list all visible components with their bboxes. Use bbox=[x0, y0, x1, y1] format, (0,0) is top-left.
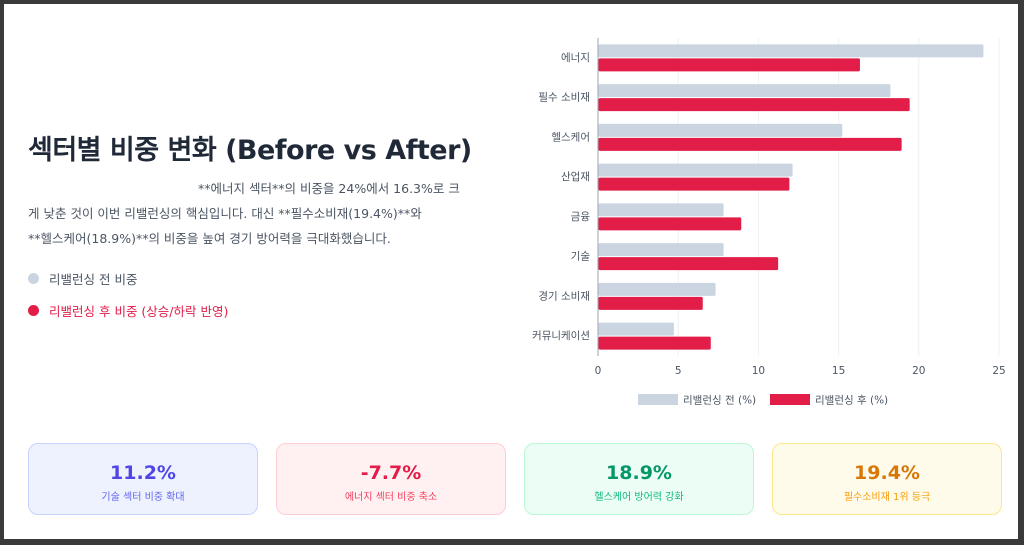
bar-after bbox=[598, 217, 742, 231]
legend-swatch-after bbox=[770, 394, 810, 405]
card-tech-caption: 기술 섹터 비중 확대 bbox=[101, 492, 185, 503]
bar-after bbox=[598, 177, 790, 191]
y-category-label: 금융 bbox=[571, 211, 591, 223]
card-energy-value: -7.7% bbox=[360, 462, 422, 484]
bar-before bbox=[598, 243, 724, 257]
card-healthcare-caption: 헬스케어 방어력 강화 bbox=[594, 492, 684, 503]
y-category-label: 헬스케어 bbox=[551, 131, 590, 143]
card-staples-caption: 필수소비재 1위 등극 bbox=[843, 492, 931, 503]
y-category-label: 산업재 bbox=[561, 170, 590, 183]
description: **에너지 섹터**의 비중을 24%에서 16.3%로 크 게 낮춘 것이 이… bbox=[28, 176, 514, 251]
description-line-2: 게 낮춘 것이 이번 리밸런싱의 핵심입니다. 대신 **필수소비재(19.4%… bbox=[28, 206, 422, 221]
legend-label-after: 리밸런싱 후 (%) bbox=[815, 395, 888, 407]
x-tick-label: 10 bbox=[752, 365, 765, 377]
page-title: 섹터별 비중 변화 (Before vs After) bbox=[28, 135, 472, 166]
bar-before bbox=[598, 163, 793, 177]
bar-after bbox=[598, 98, 910, 112]
y-category-label: 필수 소비재 bbox=[538, 92, 590, 104]
description-line-3: **헬스케어(18.9%)**의 비중을 높여 경기 방어력을 극대화했습니다. bbox=[28, 231, 391, 246]
bar-after bbox=[598, 58, 860, 72]
x-tick-label: 20 bbox=[912, 365, 925, 377]
bar-after bbox=[598, 296, 703, 310]
after-dot-icon bbox=[28, 304, 39, 316]
bar-after bbox=[598, 137, 902, 151]
legend-swatch-before bbox=[638, 394, 678, 405]
card-energy-caption: 에너지 섹터 비중 축소 bbox=[344, 492, 438, 503]
bar-before bbox=[598, 84, 891, 98]
description-line-1: **에너지 섹터**의 비중을 24%에서 16.3%로 크 bbox=[198, 181, 460, 196]
x-tick-label: 0 bbox=[595, 365, 602, 377]
card-healthcare: 18.9% 헬스케어 방어력 강화 bbox=[524, 443, 754, 515]
legend-label-before: 리밸런싱 전 (%) bbox=[683, 395, 756, 407]
bar-after bbox=[598, 257, 779, 271]
bar-after bbox=[598, 336, 711, 350]
card-staples-value: 19.4% bbox=[854, 462, 920, 484]
card-energy: -7.7% 에너지 섹터 비중 축소 bbox=[276, 443, 506, 515]
side-legend-after: 리밸런싱 후 비중 (상승/하락 반영) bbox=[28, 294, 228, 326]
before-dot-icon bbox=[28, 272, 39, 284]
x-tick-label: 25 bbox=[992, 365, 1005, 377]
x-tick-label: 15 bbox=[832, 365, 845, 377]
side-legend-before: 리밸런싱 전 비중 bbox=[28, 262, 228, 294]
card-tech: 11.2% 기술 섹터 비중 확대 bbox=[28, 443, 258, 515]
slide-frame: 섹터별 비중 변화 (Before vs After) **에너지 섹터**의 … bbox=[4, 4, 1018, 539]
side-legend: 리밸런싱 전 비중 리밸런싱 후 비중 (상승/하락 반영) bbox=[28, 262, 228, 326]
x-tick-label: 5 bbox=[675, 365, 682, 377]
summary-cards: 11.2% 기술 섹터 비중 확대 -7.7% 에너지 섹터 비중 축소 18.… bbox=[28, 443, 1008, 521]
y-category-label: 기술 bbox=[571, 251, 591, 263]
side-legend-before-label: 리밸런싱 전 비중 bbox=[49, 271, 138, 287]
bar-before bbox=[598, 282, 716, 296]
bar-before bbox=[598, 203, 724, 217]
card-healthcare-value: 18.9% bbox=[606, 462, 672, 484]
card-staples: 19.4% 필수소비재 1위 등극 bbox=[772, 443, 1002, 515]
bar-before bbox=[598, 322, 674, 336]
bar-before bbox=[598, 44, 984, 58]
bar-before bbox=[598, 123, 843, 137]
y-category-label: 경기 소비재 bbox=[538, 289, 590, 302]
y-category-label: 에너지 bbox=[561, 52, 590, 64]
side-legend-after-label: 리밸런싱 후 비중 (상승/하락 반영) bbox=[49, 303, 229, 319]
y-category-label: 커뮤니케이션 bbox=[532, 330, 590, 342]
card-tech-value: 11.2% bbox=[110, 462, 176, 484]
